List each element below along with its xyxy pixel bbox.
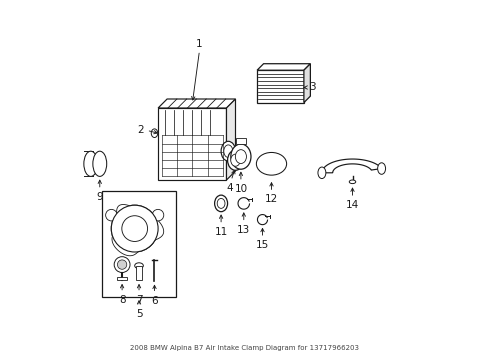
Text: 5: 5 <box>136 309 142 319</box>
Text: 2: 2 <box>137 125 143 135</box>
Ellipse shape <box>224 145 232 158</box>
Polygon shape <box>226 99 235 180</box>
Circle shape <box>111 205 158 252</box>
Bar <box>158 108 226 180</box>
Text: 1: 1 <box>196 39 203 49</box>
Ellipse shape <box>227 150 243 170</box>
Text: 13: 13 <box>237 225 250 235</box>
Bar <box>257 70 303 103</box>
Circle shape <box>111 205 158 252</box>
Ellipse shape <box>151 129 158 138</box>
Ellipse shape <box>256 152 286 175</box>
Ellipse shape <box>261 157 281 171</box>
Text: 6: 6 <box>151 296 158 306</box>
Circle shape <box>122 216 147 242</box>
Circle shape <box>122 216 147 242</box>
Bar <box>136 266 142 280</box>
Polygon shape <box>158 99 235 108</box>
Circle shape <box>114 257 130 273</box>
Polygon shape <box>303 64 310 103</box>
Text: 15: 15 <box>255 240 268 250</box>
Ellipse shape <box>214 195 227 212</box>
Text: 2008 BMW Alpina B7 Air Intake Clamp Diagram for 13717966203: 2008 BMW Alpina B7 Air Intake Clamp Diag… <box>130 345 358 351</box>
Bar <box>236 138 245 144</box>
Ellipse shape <box>230 154 240 166</box>
Ellipse shape <box>348 180 355 184</box>
Ellipse shape <box>377 163 385 174</box>
Circle shape <box>117 260 126 269</box>
Text: 11: 11 <box>214 227 227 237</box>
Text: 9: 9 <box>96 192 103 202</box>
Ellipse shape <box>83 151 98 176</box>
Ellipse shape <box>264 159 278 169</box>
Circle shape <box>152 210 163 221</box>
Text: 10: 10 <box>234 184 247 194</box>
Ellipse shape <box>317 167 325 179</box>
Bar <box>117 277 127 280</box>
Text: 4: 4 <box>225 183 232 193</box>
Polygon shape <box>112 204 163 256</box>
Ellipse shape <box>134 263 143 269</box>
Text: 14: 14 <box>345 200 358 210</box>
Polygon shape <box>321 159 381 173</box>
Ellipse shape <box>235 150 246 163</box>
Text: 8: 8 <box>119 295 125 305</box>
Ellipse shape <box>230 144 250 169</box>
Circle shape <box>105 210 117 221</box>
Ellipse shape <box>221 141 235 161</box>
Text: 12: 12 <box>264 194 278 204</box>
Text: 7: 7 <box>136 295 142 305</box>
Ellipse shape <box>217 198 224 208</box>
Ellipse shape <box>93 151 106 176</box>
Polygon shape <box>257 64 310 70</box>
Text: 3: 3 <box>309 82 315 93</box>
Bar <box>102 191 176 297</box>
Ellipse shape <box>259 154 284 173</box>
